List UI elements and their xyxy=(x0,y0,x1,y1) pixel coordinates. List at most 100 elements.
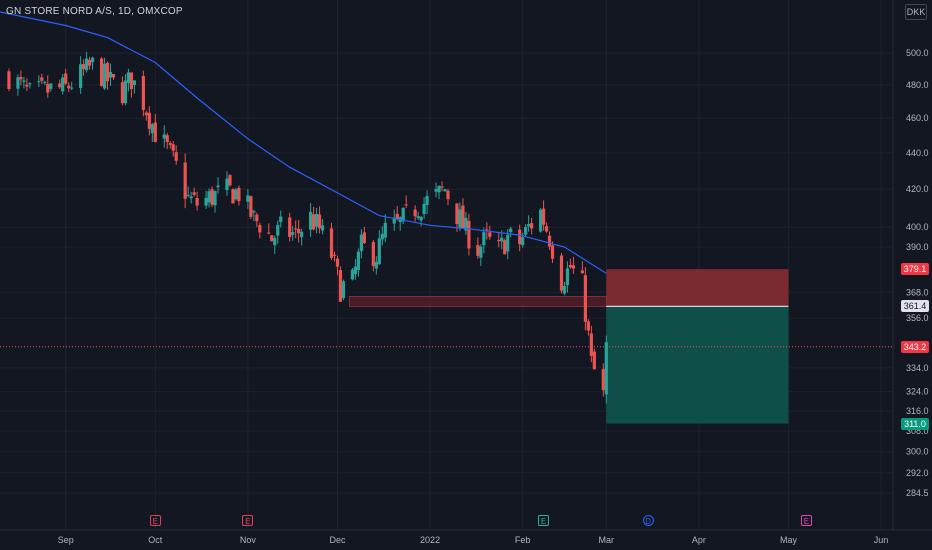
price-tick-label: 420.0 xyxy=(906,184,929,194)
target-price-tag: 311.0 xyxy=(901,417,929,430)
candle-body xyxy=(524,226,528,235)
candle-body xyxy=(174,152,178,161)
candle-body xyxy=(446,190,450,200)
candle-body xyxy=(237,187,241,202)
candle-body xyxy=(422,203,426,215)
candle-body xyxy=(589,333,593,356)
candle-body xyxy=(40,77,44,81)
time-tick-label: Mar xyxy=(599,535,615,545)
price-tick-label: 400.0 xyxy=(906,222,929,232)
dividend-icon[interactable]: D xyxy=(642,515,654,526)
candle-body xyxy=(338,270,343,302)
candle-body xyxy=(105,62,110,82)
candle-body xyxy=(527,224,531,227)
candle-body xyxy=(509,228,513,232)
candle-body xyxy=(141,76,145,110)
candle-body xyxy=(300,231,304,238)
candle-body xyxy=(395,213,399,219)
candle-body xyxy=(37,81,41,83)
candle-body xyxy=(16,77,20,89)
candle-body xyxy=(479,246,483,258)
candle-body xyxy=(377,238,381,265)
candle-body xyxy=(90,57,95,63)
candle-body xyxy=(592,351,596,370)
time-axis[interactable]: Sep Oct Nov Dec 2022 Feb Mar Apr May Jun xyxy=(0,529,932,545)
candle-body xyxy=(362,232,366,244)
candle-body xyxy=(314,213,319,227)
candle-body xyxy=(580,270,584,274)
price-tick-label: 390.0 xyxy=(906,242,929,252)
candle-body xyxy=(500,237,504,242)
candle-body xyxy=(207,191,211,203)
candle-body xyxy=(270,235,274,242)
candle-body xyxy=(601,369,605,391)
candle-body xyxy=(571,265,576,269)
time-tick-label: Sep xyxy=(58,535,74,545)
candle-body xyxy=(437,185,441,193)
earnings-icon[interactable]: E xyxy=(242,515,254,526)
candle-body xyxy=(210,189,214,205)
candle-body xyxy=(455,203,459,224)
candle-body xyxy=(317,214,322,229)
candle-body xyxy=(309,211,313,230)
price-tick-label: 440.0 xyxy=(906,148,929,158)
candle-body xyxy=(213,191,217,206)
candle-body xyxy=(568,264,573,268)
entry-price-tag: 361.4 xyxy=(901,300,929,313)
candle-body xyxy=(461,205,465,228)
earnings-icon[interactable]: E xyxy=(538,515,550,526)
time-tick-label: Apr xyxy=(692,535,706,545)
candle-body xyxy=(335,258,340,267)
candle-body xyxy=(147,112,151,129)
moving-average-line xyxy=(0,11,607,274)
stop-loss-zone xyxy=(606,269,789,307)
price-tick-label: 292.0 xyxy=(906,468,929,478)
candle-body xyxy=(547,235,552,247)
price-tick-label: 316.0 xyxy=(906,406,929,416)
price-tick-label: 308.0 xyxy=(906,426,929,436)
candle-body xyxy=(586,321,590,331)
symbol-title[interactable]: GN STORE NORD A/S, 1D, OMXCOP xyxy=(6,6,183,17)
candle-body xyxy=(506,234,510,252)
currency-button[interactable]: DKK xyxy=(905,4,927,20)
earnings-icon[interactable]: E xyxy=(149,515,161,526)
candle-body xyxy=(25,84,29,87)
time-tick-label: Jun xyxy=(874,535,889,545)
candle-body xyxy=(70,87,74,89)
candle-body xyxy=(329,228,334,258)
candle-body xyxy=(288,217,292,237)
candle-body xyxy=(311,214,316,230)
candle-body xyxy=(550,245,555,259)
candle-body xyxy=(416,216,420,218)
candle-body xyxy=(102,63,107,89)
candle-body xyxy=(249,196,253,217)
candle-body xyxy=(350,269,355,280)
candle-body xyxy=(458,209,462,229)
candle-body xyxy=(246,195,250,202)
candle-body xyxy=(252,211,256,213)
candle-body xyxy=(279,216,283,223)
candle-body xyxy=(183,162,187,199)
candle-body xyxy=(132,80,136,86)
candle-body xyxy=(79,64,83,88)
candle-body xyxy=(49,83,53,89)
grid xyxy=(0,0,893,530)
price-tick-label: 368.0 xyxy=(906,287,929,297)
candle-body xyxy=(258,225,262,233)
earnings-icon[interactable]: E xyxy=(800,515,812,526)
candle-body xyxy=(64,73,68,84)
candle-body xyxy=(434,189,438,192)
candle-body xyxy=(67,85,71,89)
last-price-tag: 343.2 xyxy=(901,340,929,353)
candle-body xyxy=(538,209,543,232)
moving-average-layer xyxy=(0,11,607,274)
candle-body xyxy=(150,124,154,134)
candle-body xyxy=(61,77,65,92)
take-profit-zone xyxy=(606,306,789,424)
candle-body xyxy=(19,76,23,80)
candle-body xyxy=(234,189,238,200)
candle-body xyxy=(291,232,295,235)
price-tick-label: 500.0 xyxy=(906,48,929,58)
price-tick-label: 324.0 xyxy=(906,387,929,397)
